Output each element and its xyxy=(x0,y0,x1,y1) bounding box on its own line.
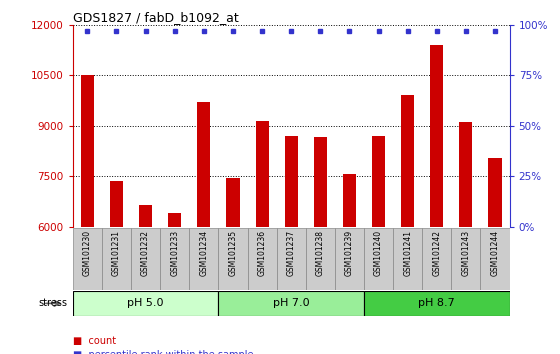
Bar xyxy=(131,228,160,290)
Bar xyxy=(430,45,444,227)
Bar xyxy=(488,158,502,227)
Bar xyxy=(335,228,364,290)
Bar xyxy=(189,228,218,290)
Bar xyxy=(81,75,94,227)
Bar xyxy=(284,136,298,227)
Bar xyxy=(197,102,211,227)
Bar xyxy=(364,228,393,290)
Bar xyxy=(459,122,473,227)
Bar xyxy=(226,178,240,227)
Text: GSM101241: GSM101241 xyxy=(403,230,412,275)
Bar xyxy=(255,121,269,227)
Text: ■  percentile rank within the sample: ■ percentile rank within the sample xyxy=(73,350,253,354)
Bar xyxy=(451,228,480,290)
Text: GSM101240: GSM101240 xyxy=(374,230,383,276)
Bar xyxy=(218,228,248,290)
Bar xyxy=(110,181,123,227)
Text: GSM101234: GSM101234 xyxy=(199,230,208,276)
Text: GSM101232: GSM101232 xyxy=(141,230,150,275)
Text: pH 8.7: pH 8.7 xyxy=(418,298,455,308)
Bar xyxy=(314,137,327,227)
Text: GSM101233: GSM101233 xyxy=(170,230,179,276)
Bar xyxy=(364,291,510,316)
Bar xyxy=(343,175,356,227)
Bar xyxy=(139,205,152,227)
Bar xyxy=(73,291,218,316)
Text: GSM101242: GSM101242 xyxy=(432,230,441,275)
Bar xyxy=(480,228,510,290)
Bar xyxy=(102,228,131,290)
Text: GSM101230: GSM101230 xyxy=(83,230,92,276)
Bar xyxy=(218,291,364,316)
Bar xyxy=(401,95,414,227)
Text: GSM101238: GSM101238 xyxy=(316,230,325,275)
Bar xyxy=(160,228,189,290)
Text: GSM101231: GSM101231 xyxy=(112,230,121,275)
Text: ■  count: ■ count xyxy=(73,336,116,346)
Text: GDS1827 / fabD_b1092_at: GDS1827 / fabD_b1092_at xyxy=(73,11,239,24)
Text: stress: stress xyxy=(38,298,67,308)
Bar xyxy=(306,228,335,290)
Text: GSM101235: GSM101235 xyxy=(228,230,237,276)
Bar xyxy=(73,228,102,290)
Text: GSM101244: GSM101244 xyxy=(491,230,500,276)
Bar xyxy=(422,228,451,290)
Bar xyxy=(168,213,181,227)
Bar xyxy=(248,228,277,290)
Text: GSM101236: GSM101236 xyxy=(258,230,267,276)
Bar xyxy=(372,136,385,227)
Text: pH 7.0: pH 7.0 xyxy=(273,298,310,308)
Text: GSM101243: GSM101243 xyxy=(461,230,470,276)
Bar xyxy=(277,228,306,290)
Text: GSM101237: GSM101237 xyxy=(287,230,296,276)
Text: GSM101239: GSM101239 xyxy=(345,230,354,276)
Text: pH 5.0: pH 5.0 xyxy=(127,298,164,308)
Bar xyxy=(393,228,422,290)
